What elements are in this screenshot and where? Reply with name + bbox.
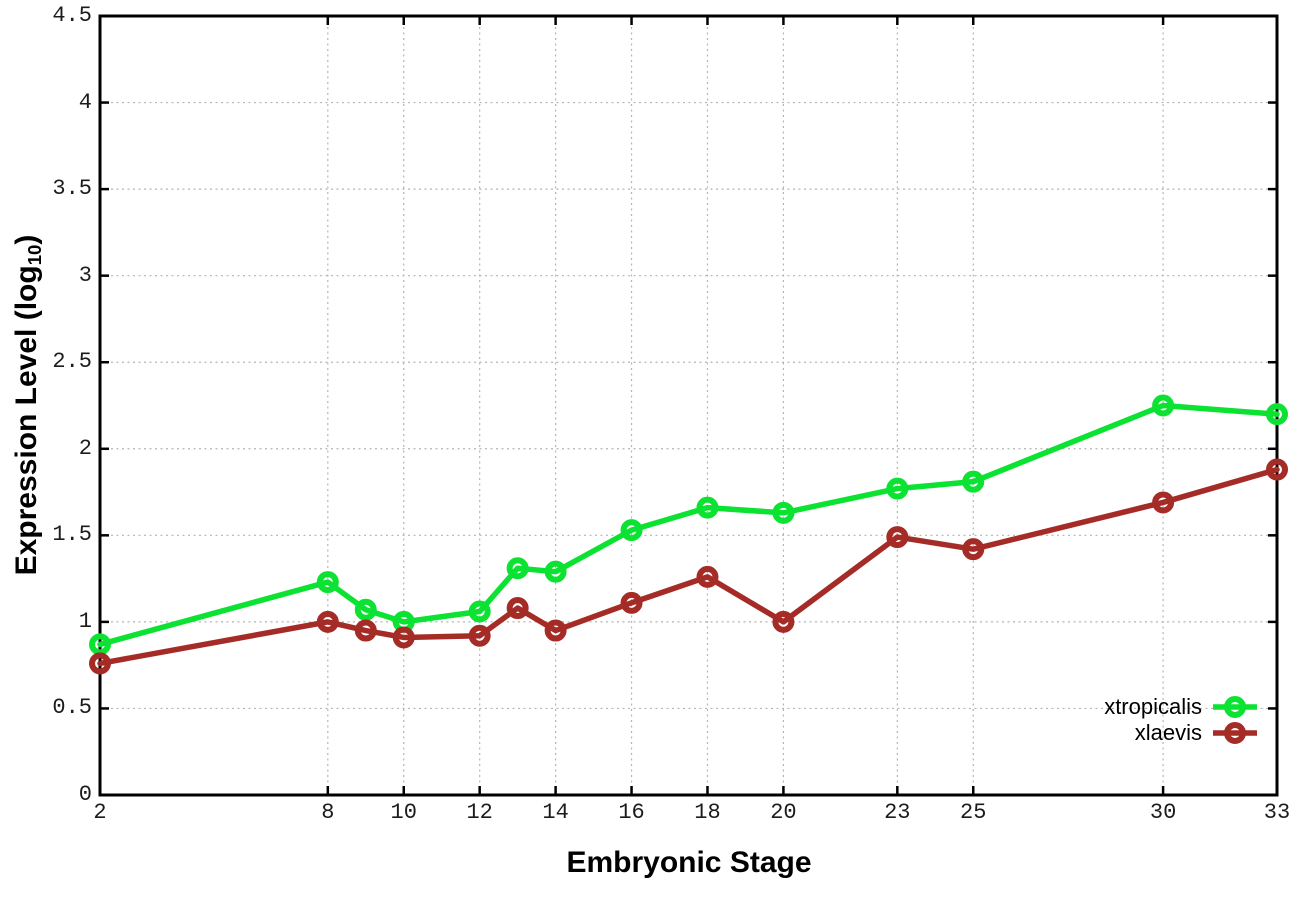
x-tick-label: 16: [618, 800, 645, 825]
data-point-xlaevis: [620, 591, 643, 614]
legend-item: xtropicalis: [1104, 694, 1258, 720]
y-tick-label: 0: [78, 782, 92, 807]
data-point-xtropicalis: [468, 600, 491, 623]
y-axis-title: Expression Level (log10): [10, 235, 46, 576]
data-point-xtropicalis: [316, 571, 339, 594]
legend-label: xlaevis: [1134, 720, 1202, 745]
x-tick-label: 14: [542, 800, 569, 825]
data-point-xlaevis: [354, 619, 377, 642]
data-point-xlaevis: [544, 619, 567, 642]
data-point-xtropicalis: [620, 519, 643, 542]
x-axis-title: Embryonic Stage: [566, 846, 812, 879]
data-point-xtropicalis: [696, 496, 719, 519]
y-tick-label: 4: [78, 89, 92, 115]
legend: xtropicalis xlaevis: [1104, 694, 1258, 746]
x-tick-label: 33: [1263, 800, 1291, 825]
y-tick-label: 1: [78, 608, 92, 634]
data-point-xtropicalis: [886, 477, 909, 500]
data-point-xtropicalis: [1152, 394, 1175, 417]
legend-marker-icon: [1213, 722, 1257, 744]
y-tick-label: 1.5: [52, 522, 92, 548]
y-tick-label: 0.5: [52, 695, 92, 721]
data-point-xtropicalis: [506, 557, 529, 580]
data-point-xlaevis: [468, 624, 491, 647]
y-axis-title-suffix: ): [10, 234, 44, 245]
series-line-xlaevis: [97, 466, 1280, 667]
y-tick-label: 3: [78, 262, 92, 288]
data-point-xtropicalis: [89, 633, 111, 656]
y-tick-label: 2: [78, 435, 92, 461]
data-point-xlaevis: [1152, 491, 1175, 514]
data-point-xlaevis: [772, 610, 795, 633]
x-tick-label: 25: [960, 800, 987, 825]
x-tick-label: 12: [466, 800, 493, 825]
y-axis-title-text: Expression Level (log: [10, 265, 44, 576]
series-line-xtropicalis: [97, 402, 1280, 648]
data-point-xtropicalis: [354, 598, 377, 621]
data-point-xlaevis: [962, 538, 985, 561]
data-point-xlaevis: [89, 652, 111, 675]
data-point-xlaevis: [392, 626, 415, 649]
data-point-xtropicalis: [772, 501, 795, 524]
data-point-xlaevis: [1266, 458, 1288, 481]
y-axis-title-subscript: 10: [23, 244, 45, 266]
y-tick-label: 4.5: [52, 3, 92, 28]
legend-item: xlaevis: [1104, 720, 1258, 746]
data-point-xtropicalis: [962, 470, 985, 493]
x-tick-label: 10: [390, 800, 417, 825]
data-point-xlaevis: [316, 610, 339, 633]
x-tick-label: 20: [770, 800, 797, 825]
y-tick-label: 3.5: [52, 176, 92, 202]
x-tick-label: 30: [1149, 800, 1177, 825]
x-tick-label: 2: [93, 800, 107, 825]
y-tick-label: 2.5: [52, 349, 92, 375]
x-tick-label: 23: [884, 800, 911, 825]
data-point-xtropicalis: [544, 560, 567, 583]
data-point-xtropicalis: [1266, 403, 1288, 426]
legend-label: xtropicalis: [1104, 694, 1202, 719]
x-tick-label: 18: [694, 800, 721, 825]
data-point-xlaevis: [506, 597, 529, 620]
x-tick-label: 8: [321, 800, 335, 825]
plot-border: [98, 14, 1279, 797]
data-point-xlaevis: [696, 565, 719, 588]
legend-marker-icon: [1213, 696, 1257, 718]
data-point-xlaevis: [886, 526, 909, 549]
